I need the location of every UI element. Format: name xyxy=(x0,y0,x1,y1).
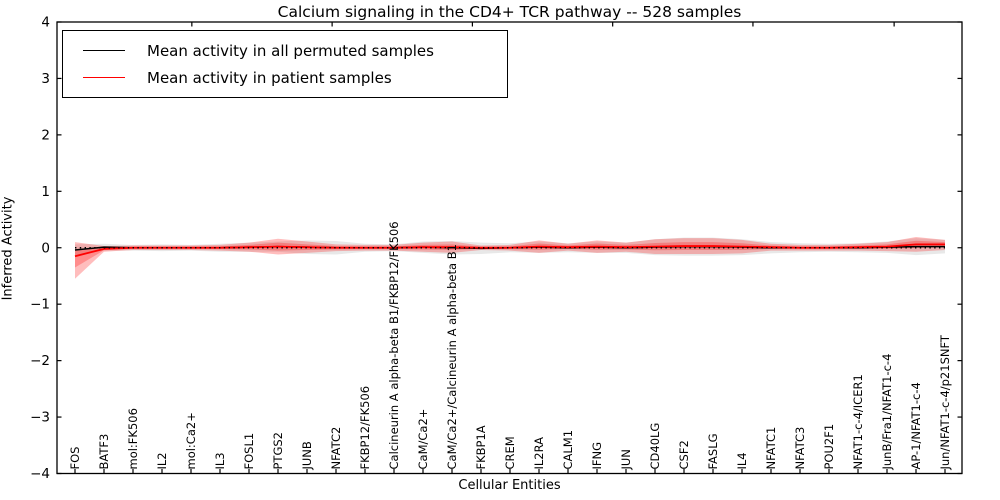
x-tick-label: CALM1 xyxy=(561,430,575,470)
legend-line-sample-red xyxy=(83,77,125,78)
y-tick-label: 4 xyxy=(41,15,50,31)
y-tick-label: 1 xyxy=(41,184,50,200)
x-tick-label: CD40LG xyxy=(648,423,662,470)
x-axis-label: Cellular Entities xyxy=(458,478,561,493)
chart-title: Calcium signaling in the CD4+ TCR pathwa… xyxy=(277,3,742,21)
x-tick-label: CREM xyxy=(503,436,517,469)
x-tick-label: IL2 xyxy=(155,452,169,469)
x-tick-label: FOS xyxy=(68,447,82,470)
x-tick-label: FKBP1A xyxy=(474,425,488,469)
legend: Mean activity in all permuted samples Me… xyxy=(62,30,508,98)
x-tick-label: NFATC3 xyxy=(793,427,807,470)
x-tick-label: FKBP12/FK506 xyxy=(358,386,372,470)
x-tick-label: CaM/Ca2+ xyxy=(416,409,430,470)
legend-label-patient: Mean activity in patient samples xyxy=(147,68,392,87)
x-tick-label: BATF3 xyxy=(97,434,111,470)
x-tick-label: NFATC1 xyxy=(764,427,778,470)
x-tick-label: CaM/Ca2+/Calcineurin A alpha-beta B1 xyxy=(445,244,459,469)
y-tick-label: 3 xyxy=(41,71,50,87)
plot-frame xyxy=(56,21,963,475)
x-tick-label: IL4 xyxy=(735,452,749,469)
x-tick-label: FOSL1 xyxy=(242,433,256,470)
y-axis-label: Inferred Activity xyxy=(0,196,16,301)
x-tick-label: NFAT1-c-4/ICER1 xyxy=(851,374,865,469)
x-tick-label: mol:FK506 xyxy=(126,408,140,469)
y-tick-label: 0 xyxy=(41,240,50,256)
y-tick-label: −4 xyxy=(30,466,50,482)
x-tick-label: CSF2 xyxy=(677,440,691,469)
x-tick-label: JUNB xyxy=(300,441,314,470)
x-tick-label: NFATC2 xyxy=(329,427,343,470)
permuted-band xyxy=(75,237,945,256)
x-tick-label: PTGS2 xyxy=(271,432,285,470)
x-tick-label: POU2F1 xyxy=(822,424,836,470)
y-tick-label: −1 xyxy=(30,297,50,313)
y-tick-label: 2 xyxy=(41,127,50,143)
legend-row-permuted: Mean activity in all permuted samples xyxy=(75,42,495,60)
x-tick-label: mol:Ca2+ xyxy=(184,412,198,469)
legend-label-permuted: Mean activity in all permuted samples xyxy=(147,41,434,60)
x-tick-label: Jun/NFAT1-c-4/p21SNFT xyxy=(938,334,952,470)
y-tick-label: −2 xyxy=(30,353,50,369)
x-tick-label: IFNG xyxy=(590,442,604,470)
x-tick-label: IL2RA xyxy=(532,437,546,470)
x-tick-label: Calcineurin A alpha-beta B1/FKBP12/FK506 xyxy=(387,221,401,469)
legend-row-patient: Mean activity in patient samples xyxy=(75,69,495,87)
x-tick-label: IL3 xyxy=(213,452,227,469)
x-tick-label: JUN xyxy=(619,449,633,470)
x-tick-label: FASLG xyxy=(706,433,720,469)
y-tick-label: −3 xyxy=(30,410,50,426)
legend-line-sample-black xyxy=(83,50,125,51)
x-tick-label: JunB/Fra1/NFAT1-c-4 xyxy=(880,354,894,471)
x-tick-label: AP-1/NFAT1-c-4 xyxy=(909,382,923,469)
